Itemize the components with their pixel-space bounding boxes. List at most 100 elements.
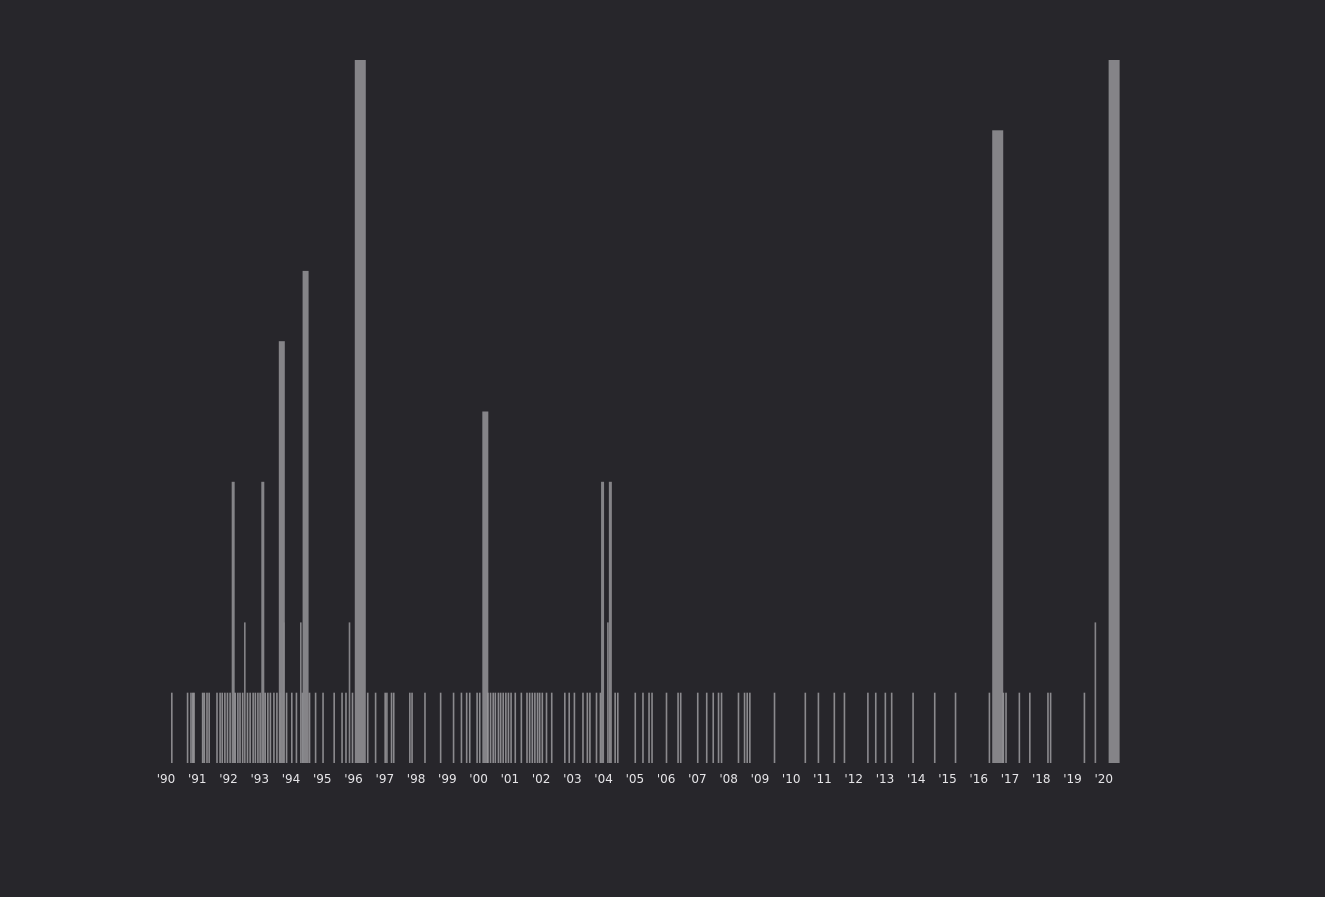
bar (1018, 692, 1021, 763)
bar (749, 692, 751, 763)
bar (608, 481, 612, 763)
bar (601, 481, 605, 763)
bar (409, 692, 411, 763)
bar (411, 692, 413, 763)
bar (354, 60, 366, 763)
x-tick-label: '05 (626, 772, 645, 786)
bars-layer (171, 60, 1120, 764)
bar (191, 692, 194, 763)
bar (234, 692, 237, 763)
bar (642, 692, 644, 763)
bar (333, 692, 335, 763)
bar (468, 692, 471, 763)
x-tick-label: '91 (188, 772, 207, 786)
bar (505, 692, 507, 763)
bar (487, 692, 489, 763)
bar (843, 692, 846, 763)
bar (348, 622, 351, 763)
bar (273, 692, 275, 763)
bar (482, 411, 489, 763)
bar (912, 692, 914, 763)
bar (665, 692, 668, 763)
bar (386, 692, 388, 763)
bar (1083, 692, 1086, 763)
bar (460, 692, 463, 763)
x-tick-label: '17 (1001, 772, 1020, 786)
bar (954, 692, 957, 763)
x-tick-label: '15 (938, 772, 957, 786)
bar (773, 692, 776, 763)
bar (374, 692, 377, 763)
x-tick-label: '19 (1063, 772, 1082, 786)
bar (283, 622, 285, 763)
bar (203, 692, 206, 763)
bar (239, 692, 241, 763)
bar (249, 692, 251, 763)
bar (384, 692, 386, 763)
bar (351, 692, 354, 763)
bar (677, 692, 679, 763)
bar (573, 692, 576, 763)
x-tick-label: '98 (407, 772, 426, 786)
bar (528, 692, 531, 763)
bar (208, 692, 210, 763)
bar (595, 692, 598, 763)
bar (497, 692, 500, 763)
bar (712, 692, 715, 763)
bar (526, 692, 528, 763)
x-tick-label: '90 (157, 772, 176, 786)
bar (439, 692, 442, 763)
bar (502, 692, 505, 763)
x-tick-label: '14 (907, 772, 926, 786)
x-tick-label: '18 (1032, 772, 1051, 786)
bar (231, 481, 235, 763)
bar (541, 692, 544, 763)
bar (884, 692, 887, 763)
x-tick-label: '03 (563, 772, 582, 786)
bar (746, 692, 749, 763)
bar (492, 692, 494, 763)
x-tick-label: '11 (813, 772, 832, 786)
bar (193, 692, 195, 763)
x-tick-label: '08 (719, 772, 738, 786)
bar (564, 692, 566, 763)
bar (696, 692, 699, 763)
bar (874, 692, 877, 763)
bar (476, 692, 478, 763)
bar (545, 692, 548, 763)
x-tick-label: '00 (469, 772, 488, 786)
bar (720, 692, 723, 763)
bar (259, 692, 261, 763)
bar (1049, 692, 1052, 763)
bar (186, 692, 189, 763)
bar (489, 692, 492, 763)
x-tick-label: '95 (313, 772, 332, 786)
bar (452, 692, 455, 763)
x-tick-label: '06 (657, 772, 676, 786)
bar (390, 692, 393, 763)
x-tick-label: '16 (969, 772, 988, 786)
bar (478, 692, 481, 763)
bar (586, 692, 589, 763)
bar (276, 692, 278, 763)
bar (229, 692, 231, 763)
bar (804, 692, 807, 763)
bar (264, 692, 266, 763)
bar (988, 692, 991, 763)
bar (345, 692, 347, 763)
bar (291, 692, 293, 763)
bar (261, 481, 265, 763)
bar (499, 692, 502, 763)
bar (705, 692, 708, 763)
bar (568, 692, 570, 763)
bar (252, 692, 254, 763)
bar (617, 692, 619, 763)
bar (254, 692, 257, 763)
x-tick-label: '99 (438, 772, 457, 786)
bar (507, 692, 510, 763)
bar (341, 692, 343, 763)
bar (1029, 692, 1031, 763)
bar (302, 270, 309, 763)
bar (833, 692, 836, 763)
bar (246, 692, 249, 763)
